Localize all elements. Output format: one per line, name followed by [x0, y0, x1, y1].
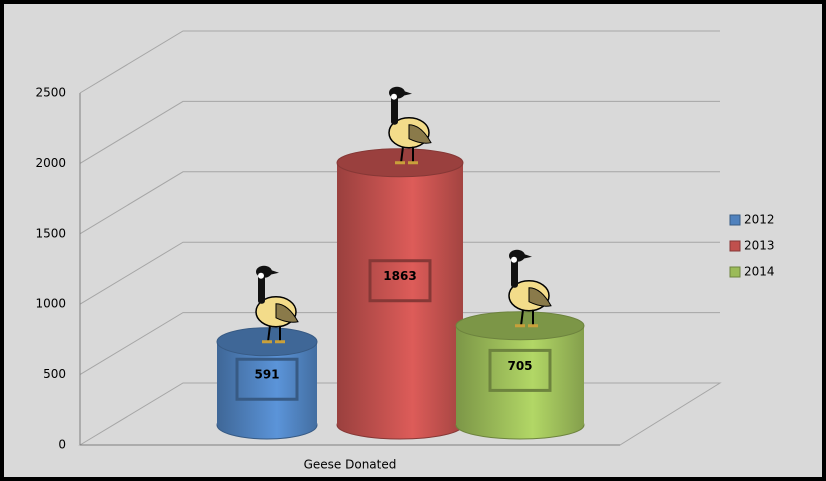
- legend-label: 2014: [744, 265, 775, 279]
- y-tick-label: 500: [43, 367, 66, 381]
- grid-line: [79, 30, 720, 94]
- legend-label: 2012: [744, 213, 775, 227]
- data-label: 705: [507, 359, 532, 373]
- data-label: 1863: [383, 269, 416, 283]
- goose: [508, 249, 552, 328]
- goose: [388, 86, 432, 165]
- y-tick-label: 1500: [35, 226, 66, 240]
- data-label-box: [235, 357, 299, 401]
- legend-swatch: [729, 266, 741, 278]
- bar: [337, 162, 463, 425]
- grid-line: [79, 241, 720, 305]
- goose: [255, 265, 299, 344]
- grid-line: [79, 100, 720, 164]
- y-tick-label: 1000: [35, 297, 66, 311]
- x-tick-label: Geese Donated: [304, 458, 397, 472]
- y-tick-label: 0: [58, 438, 66, 452]
- grid-line: [79, 171, 720, 235]
- legend-swatch: [729, 240, 741, 252]
- data-label-box: [368, 259, 432, 303]
- legend-label: 2013: [744, 239, 775, 253]
- data-label-box: [488, 348, 552, 392]
- y-tick-label: 2500: [35, 86, 66, 100]
- bar: [456, 325, 584, 425]
- legend-swatch: [729, 214, 741, 226]
- data-label: 591: [254, 368, 279, 382]
- y-tick-label: 2000: [35, 156, 66, 170]
